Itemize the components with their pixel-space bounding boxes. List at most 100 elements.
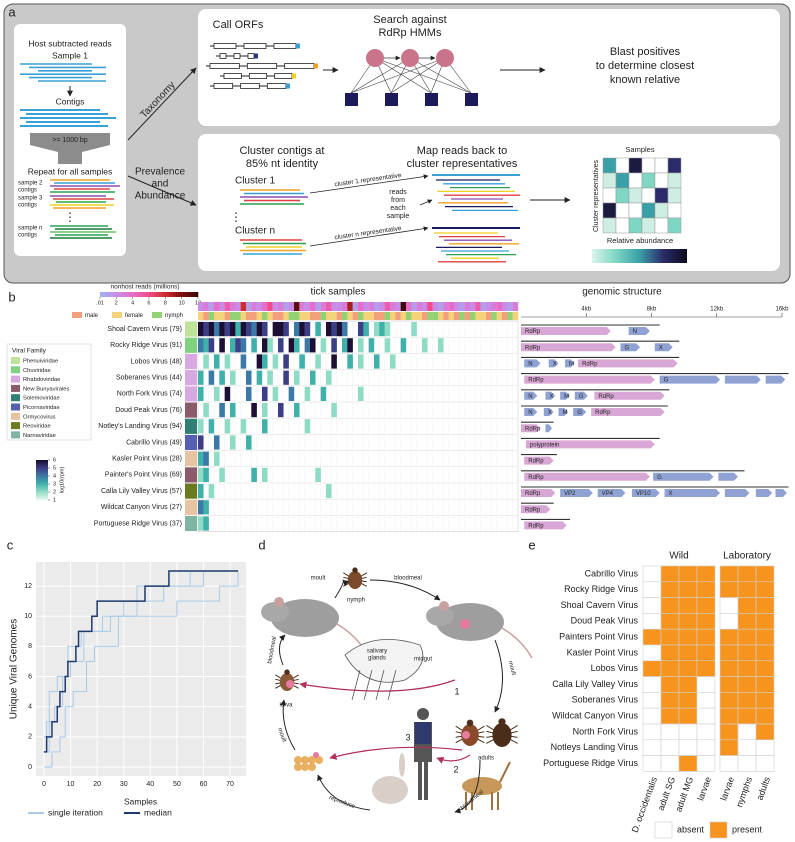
egg — [294, 756, 302, 764]
stage-cell — [214, 312, 220, 320]
heatmap-cell — [283, 354, 289, 369]
heatmap-cell — [294, 322, 300, 337]
schematic-cell — [641, 172, 656, 189]
presence-cell — [737, 692, 757, 709]
row-label: Wildcat Canyon Virus — [552, 710, 638, 720]
heatmap-cell — [198, 419, 204, 434]
heatmap-cell — [208, 484, 215, 499]
hmm-emission — [385, 93, 398, 106]
orf-label: M — [563, 410, 568, 416]
orf — [524, 408, 538, 416]
label: adults — [478, 756, 494, 762]
heatmap-cell — [203, 467, 209, 482]
legend-label: Reoviridae — [23, 424, 51, 430]
colorbar-step — [124, 292, 128, 297]
presence-cell — [678, 692, 698, 709]
presence-cell — [755, 707, 775, 725]
label: nonhost reads (millions) — [110, 284, 179, 291]
legend-swatch — [11, 357, 20, 364]
orf — [574, 391, 588, 400]
orf-label: RdRp — [528, 475, 544, 481]
stage-cell — [379, 312, 385, 320]
orf-label: G — [657, 475, 662, 481]
heatmap-cell — [230, 370, 236, 385]
row-label: Soberanes Virus — [572, 695, 639, 705]
presence-cell — [737, 660, 757, 677]
heatmap-cell — [342, 322, 348, 337]
colorbar-step — [161, 292, 164, 297]
reads-cell — [512, 302, 519, 311]
heatmap-cell — [320, 386, 327, 401]
presence-cell — [719, 723, 739, 741]
heatmap-cell — [208, 338, 215, 353]
label: moult — [507, 660, 517, 676]
schematic-cell — [641, 217, 656, 234]
presence-cell — [737, 628, 757, 646]
orf-label: X — [659, 345, 663, 351]
presence-cell — [755, 613, 775, 630]
x-tick-label: 60 — [200, 781, 208, 788]
presence-cell — [719, 613, 739, 630]
family-swatch — [185, 353, 197, 370]
presence-cell — [696, 660, 716, 677]
reads-cell — [219, 302, 225, 311]
hmm-state — [436, 49, 454, 67]
orf — [659, 375, 721, 384]
orf-box — [209, 63, 240, 69]
legend-swatch — [11, 375, 20, 383]
column-label: adults — [754, 775, 772, 801]
presence-cell — [737, 707, 757, 725]
legend-label: present — [732, 824, 763, 834]
heatmap-cell — [198, 386, 204, 401]
colorbar-step — [114, 292, 118, 297]
colorbar-step — [102, 292, 106, 297]
schematic-cell — [654, 172, 669, 189]
heatmap-cell — [240, 419, 247, 434]
x-tick-label: 20 — [93, 781, 101, 788]
orf-label: N — [633, 329, 637, 335]
reads-cell — [448, 302, 455, 311]
orf — [724, 489, 750, 497]
schematic-cell — [602, 217, 617, 234]
heatmap-cell — [358, 386, 364, 401]
reads-cell — [422, 302, 428, 311]
label: Cluster representatives — [593, 160, 600, 232]
label: moult — [311, 576, 326, 582]
reads-cell — [400, 302, 407, 311]
presence-cell — [678, 613, 698, 630]
virus-label: Kasler Point Virus (28) — [112, 456, 182, 463]
heatmap-cell — [251, 322, 257, 337]
presence-cell — [642, 707, 662, 725]
legend-label: absent — [677, 824, 705, 834]
colorbar-step — [126, 292, 130, 297]
colorbar-step — [190, 292, 194, 297]
mouse — [426, 606, 454, 626]
stage-cell — [427, 312, 433, 320]
column-label: larvae — [695, 775, 713, 801]
heatmap-cell — [203, 322, 209, 337]
heatmap-cell — [198, 370, 204, 385]
heatmap-cell — [331, 354, 337, 369]
orf-label: VP4 — [602, 491, 614, 497]
stage-cell — [278, 312, 284, 320]
presence-cell — [642, 581, 662, 598]
label: contigs — [18, 188, 37, 194]
heatmap-cell — [358, 354, 364, 369]
orf-box — [243, 43, 267, 49]
heatmap-cell — [384, 322, 391, 337]
heatmap-cell — [384, 338, 391, 353]
presence-cell — [642, 644, 662, 662]
colorbar-step — [163, 292, 167, 297]
colorbar-step — [134, 292, 138, 297]
colorbar-step — [153, 292, 157, 297]
arrow — [309, 174, 429, 194]
column-label: larvae — [718, 775, 736, 801]
label: RdRp HMMs — [379, 27, 442, 39]
row-label: Calla Lily Valley Virus — [552, 679, 638, 689]
stage-cell — [299, 312, 305, 320]
orf — [545, 391, 556, 400]
heatmap-cell — [240, 338, 247, 353]
deer — [462, 777, 502, 795]
stage-cell — [454, 312, 460, 320]
orf-label: G — [664, 378, 669, 384]
